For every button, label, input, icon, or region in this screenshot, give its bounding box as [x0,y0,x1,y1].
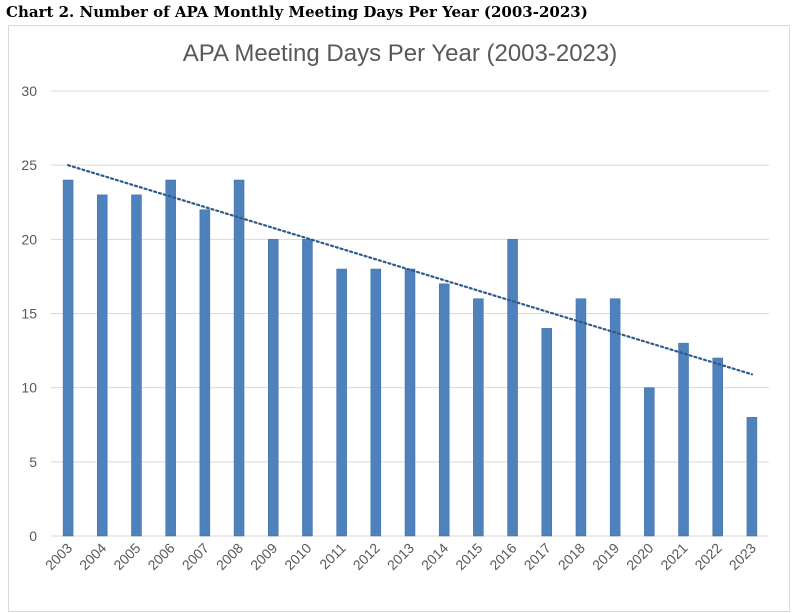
chart-area: APA Meeting Days Per Year (2003-2023) 0 5… [8,25,790,612]
x-tick-label: 2006 [144,540,177,573]
y-tick-label: 20 [21,231,37,247]
bar [712,357,723,537]
bar [131,194,142,537]
x-tick-label: 2004 [76,540,109,573]
x-tick-label: 2020 [623,540,656,573]
bar [97,194,108,537]
x-tick-label: 2011 [316,540,349,573]
bar [302,239,313,537]
bar [199,209,211,537]
x-tick-label: 2009 [247,540,280,573]
bar [267,239,279,537]
bar [575,298,587,537]
bar-chart: 0 5 10 15 20 25 30 2003 2004 2005 2006 2007 2008 2009… [21,83,769,573]
y-tick-label: 0 [29,528,37,544]
x-tick-label: 2016 [486,540,519,573]
chart-title: APA Meeting Days Per Year (2003-2023) [182,40,618,67]
bar [336,268,347,537]
x-tick-label: 2003 [42,540,75,573]
x-tick-label: 2007 [179,540,212,573]
bar [541,328,553,537]
y-tick-label: 10 [21,380,37,396]
x-tick-label: 2021 [657,540,690,573]
x-tick-label: 2015 [452,540,485,573]
y-tick-label: 5 [29,454,37,470]
x-tick-label: 2008 [213,540,246,573]
x-tick-label: 2017 [521,540,554,573]
trendline [66,164,754,376]
x-tick-label: 2013 [384,540,417,573]
x-tick-label: 2023 [726,540,759,573]
bar [370,268,382,537]
bar [233,179,245,537]
y-tick-label: 25 [21,157,37,173]
x-tick-label: 2022 [691,540,724,573]
x-tick-label: 2005 [110,540,143,573]
x-tick-label: 2019 [589,540,622,573]
bar [609,298,621,537]
x-tick-label: 2014 [418,540,451,573]
bar [473,298,484,537]
figure-caption: Chart 2. Number of APA Monthly Meeting D… [6,3,588,21]
bar [746,417,758,537]
bar [62,179,74,537]
y-tick-label: 30 [21,83,37,99]
y-tick-label: 15 [21,306,37,322]
bar [404,268,416,537]
bar [678,342,689,537]
bar [438,283,450,537]
x-tick-label: 2012 [350,540,383,573]
bar [165,179,176,537]
x-tick-label: 2018 [555,540,588,573]
bar [507,239,518,537]
bar [644,387,655,537]
x-tick-label: 2010 [281,540,314,573]
